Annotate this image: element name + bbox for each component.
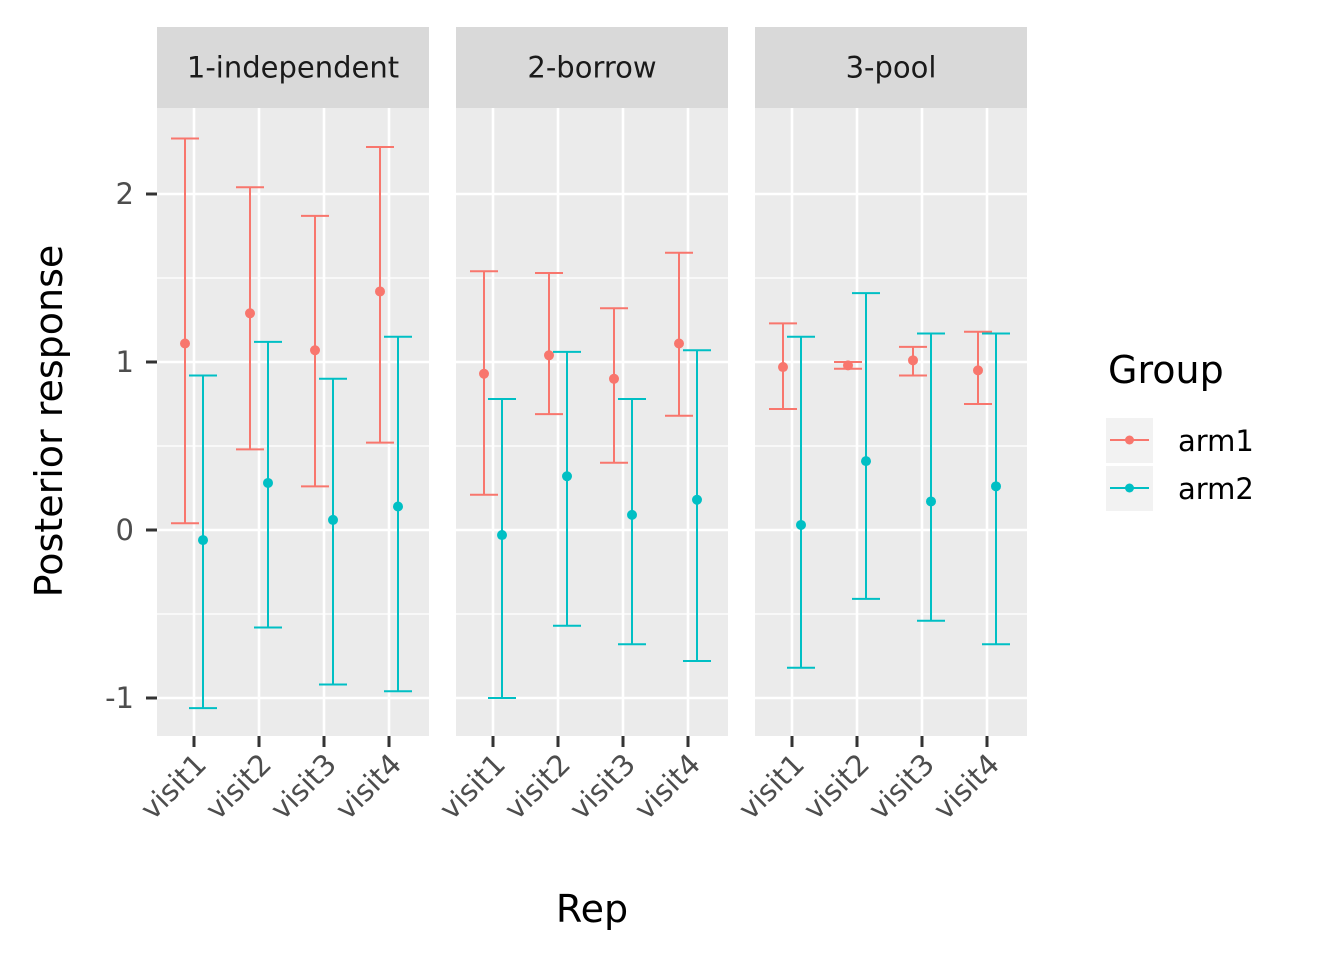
x-tick-label: visit2 — [199, 747, 278, 826]
point-arm1 — [973, 365, 983, 376]
point-arm2 — [393, 501, 403, 512]
point-arm1 — [544, 350, 554, 361]
x-tick-label: visit3 — [862, 747, 941, 826]
series-arm1 — [470, 251, 693, 496]
legend-items: arm1 arm2 — [1106, 418, 1254, 511]
legend-label: arm1 — [1178, 424, 1254, 458]
series-arm2 — [189, 335, 412, 710]
y-axis-title: Posterior response — [27, 245, 71, 598]
y-axis: -1 0 1 2 — [105, 177, 157, 715]
point-arm2 — [198, 535, 208, 546]
facet-strip-label: 2-borrow — [527, 51, 656, 85]
series-arm1 — [769, 322, 992, 411]
facet-strip-label: 3-pool — [846, 51, 937, 85]
x-tick-label: visit2 — [498, 747, 577, 826]
x-tick-label: visit4 — [927, 747, 1006, 826]
x-axis-title: Rep — [556, 887, 628, 931]
legend-item-arm2: arm2 — [1106, 466, 1254, 511]
point-arm2 — [796, 519, 806, 530]
facet-strip — [456, 27, 728, 108]
facet-strip — [755, 27, 1027, 108]
x-tick-label: visit3 — [563, 747, 642, 826]
facet-strip-label: 1-independent — [187, 51, 399, 85]
x-tick-label: visit3 — [264, 747, 343, 826]
x-tick-label: visit4 — [628, 747, 707, 826]
point-arm2 — [497, 530, 507, 541]
panels-group: 1-independentvisit1visit2visit3visit42-b… — [134, 27, 1027, 826]
x-tick-label: visit1 — [134, 747, 213, 826]
legend-title: Group — [1108, 348, 1224, 392]
point-arm2 — [692, 494, 702, 505]
legend-label: arm2 — [1178, 472, 1254, 506]
x-tick-label: visit1 — [732, 747, 811, 826]
point-arm1 — [479, 368, 489, 379]
facet-strip — [157, 27, 429, 108]
point-arm1 — [609, 373, 619, 384]
point-arm2 — [263, 477, 273, 488]
point-arm2 — [991, 481, 1001, 492]
point-arm2 — [328, 514, 338, 525]
series-arm2 — [787, 292, 1010, 669]
legend: Group arm1 arm2 — [1106, 348, 1254, 511]
point-arm2 — [627, 509, 637, 520]
point-arm1 — [843, 360, 853, 371]
point-arm1 — [674, 338, 684, 349]
legend-item-arm1: arm1 — [1106, 418, 1254, 463]
legend-key-point — [1125, 435, 1134, 445]
point-arm2 — [562, 471, 572, 482]
x-tick-label: visit2 — [797, 747, 876, 826]
series-arm2 — [488, 349, 711, 699]
point-arm1 — [908, 355, 918, 366]
y-tick-label: 2 — [116, 177, 134, 211]
y-tick-label: -1 — [105, 681, 134, 715]
x-tick-label: visit1 — [433, 747, 512, 826]
point-arm2 — [861, 456, 871, 467]
point-arm1 — [180, 338, 190, 349]
point-arm1 — [375, 286, 385, 297]
point-arm2 — [926, 496, 936, 507]
point-arm1 — [778, 362, 788, 373]
point-arm1 — [245, 308, 255, 319]
x-tick-label: visit4 — [329, 747, 408, 826]
series-arm1 — [171, 137, 394, 525]
point-arm1 — [310, 345, 320, 356]
y-tick-label: 0 — [116, 513, 134, 547]
y-tick-label: 1 — [116, 345, 134, 379]
legend-key-point — [1125, 483, 1134, 493]
